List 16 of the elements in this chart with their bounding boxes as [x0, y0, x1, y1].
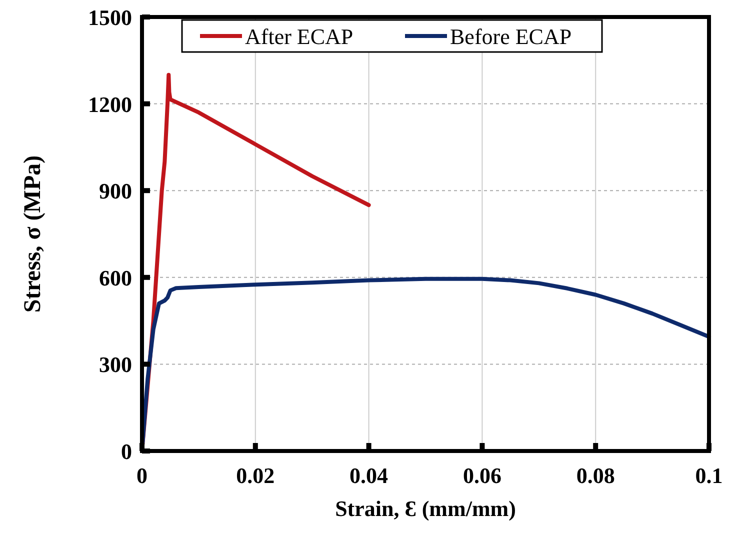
y-tick-label: 900	[99, 178, 132, 204]
x-tick-label: 0.04	[350, 463, 388, 488]
x-tick-label: 0.02	[236, 463, 275, 488]
x-tick-label: 0.08	[576, 463, 615, 488]
x-tick-label: 0.06	[462, 463, 502, 488]
y-axis-title: Stress, σ (MPa)	[20, 155, 46, 313]
y-tick-label: 1500	[88, 5, 132, 30]
x-tick-label: 0.1	[695, 463, 723, 488]
y-tick-label: 600	[99, 265, 132, 290]
y-tick-label: 1200	[88, 92, 132, 117]
legend-label: Before ECAP	[450, 24, 572, 49]
x-axis-title: Strain, Ɛ (mm/mm)	[335, 496, 516, 521]
x-tick-label: 0	[136, 463, 148, 488]
y-tick-label: 300	[99, 352, 132, 378]
legend-label: After ECAP	[245, 24, 354, 49]
y-tick-label: 0	[121, 439, 132, 464]
